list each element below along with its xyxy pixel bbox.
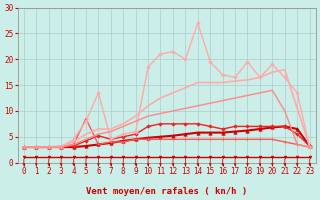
X-axis label: Vent moyen/en rafales ( kn/h ): Vent moyen/en rafales ( kn/h ) <box>86 187 247 196</box>
